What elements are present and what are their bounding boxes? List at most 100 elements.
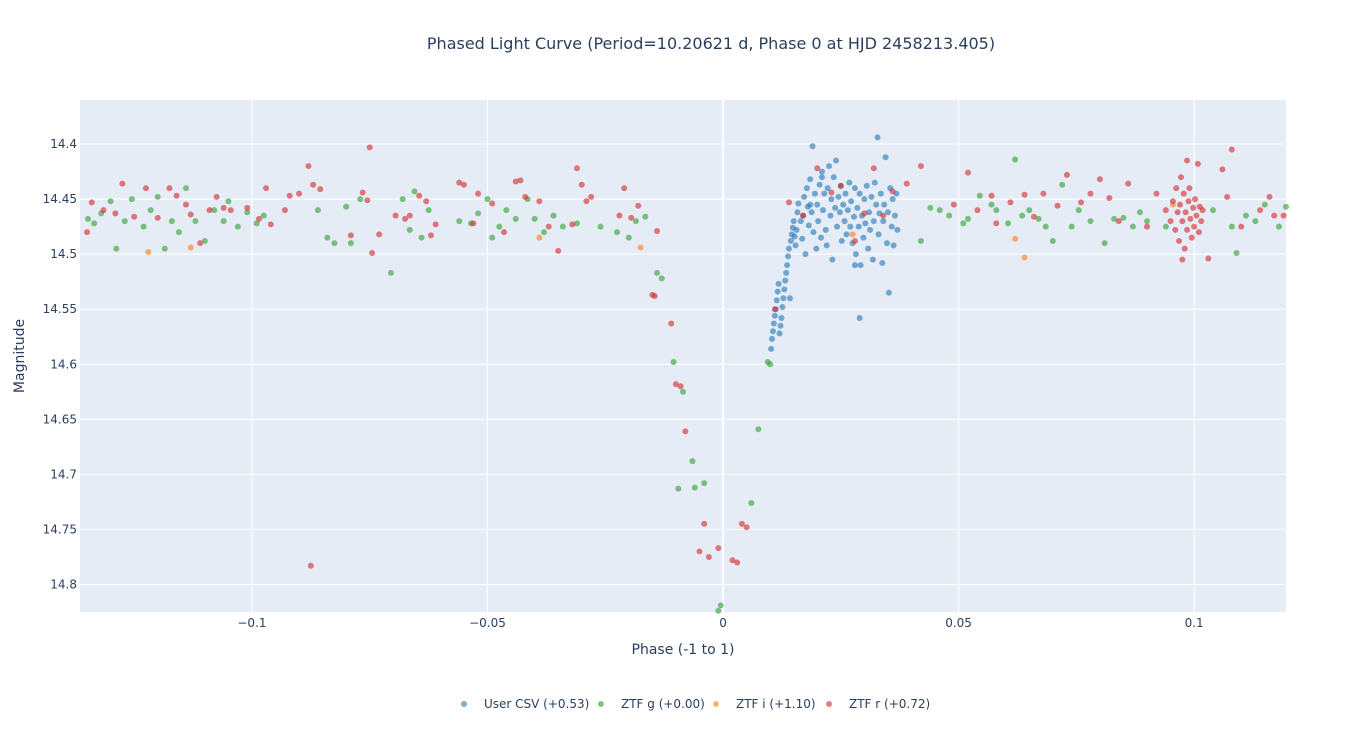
data-point — [1181, 245, 1188, 252]
legend-item[interactable]: ZTF i (+1.10) — [713, 697, 816, 711]
data-point — [1252, 218, 1259, 225]
data-point — [85, 215, 92, 222]
data-point — [161, 245, 168, 252]
data-point — [286, 192, 293, 199]
data-point — [100, 207, 107, 214]
data-point — [1111, 215, 1118, 222]
data-point — [621, 185, 628, 192]
data-point — [244, 209, 251, 216]
data-point — [785, 199, 792, 206]
data-point — [1120, 214, 1127, 221]
data-point — [677, 383, 684, 390]
data-point — [800, 212, 807, 219]
legend-marker — [826, 701, 832, 707]
data-point — [201, 237, 208, 244]
data-point — [696, 548, 703, 555]
data-point — [827, 212, 834, 219]
data-point — [770, 320, 777, 327]
data-point — [1193, 212, 1200, 219]
data-point — [182, 185, 189, 192]
data-point — [689, 458, 696, 465]
data-point — [522, 193, 529, 200]
data-point — [1190, 204, 1197, 211]
data-point — [489, 200, 496, 207]
y-axis-title: Magnitude — [12, 319, 28, 393]
data-point — [870, 218, 877, 225]
data-point — [885, 289, 892, 296]
data-point — [253, 220, 260, 227]
data-point — [182, 201, 189, 208]
data-point — [767, 361, 774, 368]
data-point — [597, 223, 604, 230]
legend-item[interactable]: User CSV (+0.53) — [461, 697, 589, 711]
data-point — [818, 234, 825, 241]
data-point — [856, 315, 863, 322]
data-point — [1078, 199, 1085, 206]
data-point — [797, 218, 804, 225]
legend-label: ZTF i (+1.10) — [736, 697, 816, 711]
data-point — [775, 280, 782, 287]
data-point — [844, 207, 851, 214]
data-point — [1021, 254, 1028, 261]
data-point — [1261, 201, 1268, 208]
data-point — [838, 237, 845, 244]
data-point — [1012, 235, 1019, 242]
data-point — [835, 193, 842, 200]
legend-item[interactable]: ZTF r (+0.72) — [826, 697, 930, 711]
data-point — [206, 207, 213, 214]
data-point — [776, 330, 783, 337]
data-point — [818, 174, 825, 181]
data-point — [1176, 237, 1183, 244]
data-point — [771, 306, 778, 313]
data-point — [614, 229, 621, 236]
data-point — [993, 220, 1000, 227]
gridlines — [80, 100, 1286, 612]
data-point — [1087, 218, 1094, 225]
data-point — [1173, 185, 1180, 192]
data-point — [861, 210, 868, 217]
data-point — [691, 484, 698, 491]
data-point — [1169, 198, 1176, 205]
y-tick-label: 14.75 — [43, 522, 77, 536]
data-point — [805, 222, 812, 229]
data-point — [828, 189, 835, 196]
data-point — [768, 345, 775, 352]
data-point — [1125, 180, 1132, 187]
data-points — [84, 134, 1289, 614]
data-point — [834, 223, 841, 230]
data-point — [281, 207, 288, 214]
data-point — [866, 209, 873, 216]
data-point — [1184, 226, 1191, 233]
data-point — [890, 242, 897, 249]
data-point — [1194, 160, 1201, 167]
data-point — [260, 212, 267, 219]
data-point — [1179, 218, 1186, 225]
data-point — [809, 143, 816, 150]
data-point — [965, 169, 972, 176]
data-point — [402, 215, 409, 222]
legend-item[interactable]: ZTF g (+0.00) — [598, 697, 705, 711]
data-point — [307, 562, 314, 569]
data-point — [406, 212, 413, 219]
data-point — [220, 218, 227, 225]
data-point — [107, 198, 114, 205]
data-point — [816, 181, 823, 188]
data-point — [828, 196, 835, 203]
data-point — [1153, 190, 1160, 197]
data-point — [187, 244, 194, 251]
data-point — [654, 269, 661, 276]
data-point — [813, 245, 820, 252]
data-point — [628, 214, 635, 221]
data-point — [550, 212, 557, 219]
data-point — [1174, 209, 1181, 216]
data-point — [843, 231, 850, 238]
data-point — [369, 250, 376, 257]
data-point — [823, 242, 830, 249]
data-point — [965, 215, 972, 222]
data-point — [263, 185, 270, 192]
data-point — [470, 220, 477, 227]
data-point — [324, 234, 331, 241]
legend-marker — [598, 701, 604, 707]
data-point — [729, 557, 736, 564]
data-point — [347, 240, 354, 247]
